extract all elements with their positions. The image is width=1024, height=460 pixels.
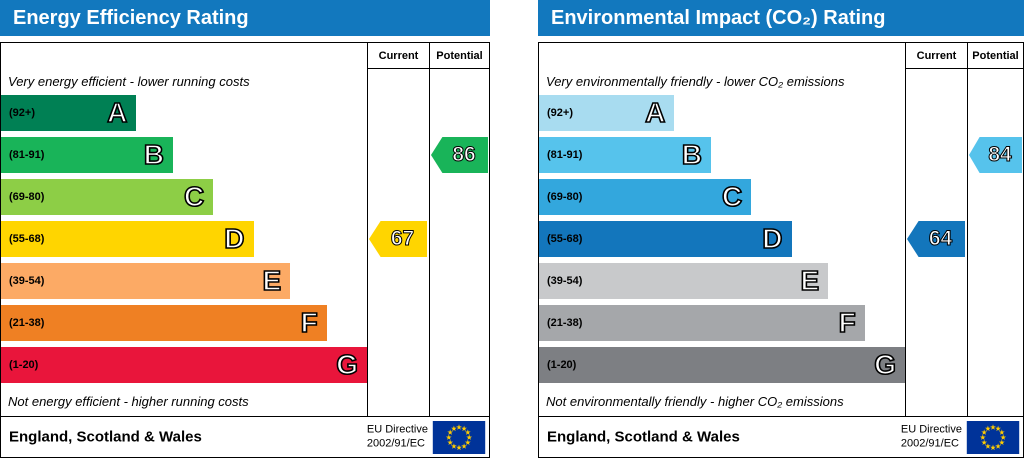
band-range-label: (39-54) xyxy=(547,275,583,287)
band-range-label: (92+) xyxy=(547,107,573,119)
band-letter: D xyxy=(223,223,245,254)
band-bar-d: (55-68) D xyxy=(1,221,254,257)
band-bar-g: (1-20) G xyxy=(1,347,367,383)
bottom-note: Not energy efficient - higher running co… xyxy=(8,394,249,409)
band-bar-g: (1-20) G xyxy=(539,347,905,383)
band-letter: G xyxy=(335,349,358,380)
energy-efficiency-rating-chart: Energy Efficiency Rating Current Potenti… xyxy=(0,0,490,460)
band-range-label: (69-80) xyxy=(9,191,45,203)
band-row-f: (21-38) F xyxy=(539,305,905,347)
current-rating-arrow: 64 xyxy=(907,221,965,257)
potential-column-header: Potential xyxy=(968,43,1023,69)
band-row-c: (69-80) C xyxy=(1,179,367,221)
chart-footer: England, Scotland & Wales EU Directive 20… xyxy=(1,416,489,457)
band-row-g: (1-20) G xyxy=(539,347,905,389)
band-bar-b: (81-91) B xyxy=(1,137,174,173)
band-letter: G xyxy=(873,349,896,380)
potential-rating-value: 84 xyxy=(988,143,1012,167)
eu-flag-icon xyxy=(966,421,1020,454)
band-letter: E xyxy=(800,265,820,296)
bottom-note: Not environmentally friendly - higher CO… xyxy=(546,394,844,409)
band-letter: C xyxy=(183,181,205,212)
potential-rating-value: 86 xyxy=(452,143,476,167)
eu-flag-icon xyxy=(432,421,486,454)
band-row-a: (92+) A xyxy=(539,95,905,137)
eu-directive-line: 2002/91/EC xyxy=(366,438,425,450)
eu-directive-label: EU Directive 2002/91/EC xyxy=(367,423,428,452)
band-letter: F xyxy=(838,307,857,338)
eu-directive-line: EU Directive xyxy=(366,423,428,436)
band-bar-f: (21-38) F xyxy=(539,305,865,341)
current-column-header: Current xyxy=(368,43,429,69)
band-range-label: (21-38) xyxy=(9,317,45,329)
current-rating-arrow: 67 xyxy=(369,221,427,257)
band-range-label: (55-68) xyxy=(547,233,583,245)
band-bar-e: (39-54) E xyxy=(1,263,291,299)
band-bar-c: (69-80) C xyxy=(539,179,752,215)
band-row-c: (69-80) C xyxy=(539,179,905,221)
band-range-label: (55-68) xyxy=(9,233,45,245)
band-letter: C xyxy=(721,181,743,212)
current-column-divider xyxy=(367,43,368,416)
band-range-label: (39-54) xyxy=(9,275,45,287)
band-row-a: (92+) A xyxy=(1,95,367,137)
region-label: England, Scotland & Wales xyxy=(9,428,202,446)
band-bar-c: (69-80) C xyxy=(1,179,214,215)
band-letter: A xyxy=(644,97,666,128)
energy-efficiency-graph: Current Potential Very energy efficient … xyxy=(0,42,490,458)
environmental-impact-title: Environmental Impact (CO₂) Rating xyxy=(538,0,1024,36)
current-rating-value: 67 xyxy=(390,227,415,251)
band-row-e: (39-54) E xyxy=(539,263,905,305)
band-row-b: (81-91) B xyxy=(539,137,905,179)
band-bar-d: (55-68) D xyxy=(539,221,792,257)
band-letter: B xyxy=(681,139,703,170)
top-note: Very energy efficient - lower running co… xyxy=(8,74,250,89)
potential-rating-arrow: 84 xyxy=(969,137,1022,173)
band-letter: F xyxy=(300,307,319,338)
band-range-label: (92+) xyxy=(9,107,35,119)
eu-directive-line: EU Directive xyxy=(900,423,962,436)
band-range-label: (21-38) xyxy=(547,317,583,329)
band-row-g: (1-20) G xyxy=(1,347,367,389)
band-range-label: (69-80) xyxy=(547,191,583,203)
band-row-d: (55-68) D xyxy=(539,221,905,263)
potential-rating-arrow: 86 xyxy=(431,137,488,173)
top-note: Very environmentally friendly - lower CO… xyxy=(546,74,845,89)
band-range-label: (1-20) xyxy=(9,359,39,371)
band-bar-f: (21-38) F xyxy=(1,305,327,341)
band-bar-a: (92+) A xyxy=(539,95,675,131)
rating-bands: (92+) A (81-91) B (69-80) C (55-68) D (39-54) E (2… xyxy=(539,95,905,389)
band-row-f: (21-38) F xyxy=(1,305,367,347)
band-row-e: (39-54) E xyxy=(1,263,367,305)
energy-efficiency-title: Energy Efficiency Rating xyxy=(0,0,490,36)
eu-directive-line: 2002/91/EC xyxy=(900,438,959,450)
band-letter: E xyxy=(262,265,282,296)
band-row-d: (55-68) D xyxy=(1,221,367,263)
band-bar-e: (39-54) E xyxy=(539,263,829,299)
current-rating-value: 64 xyxy=(928,227,953,251)
band-bar-b: (81-91) B xyxy=(539,137,712,173)
rating-bands: (92+) A (81-91) B (69-80) C (55-68) D (39-54) E (2… xyxy=(1,95,367,389)
region-label: England, Scotland & Wales xyxy=(547,428,740,446)
potential-column-header: Potential xyxy=(430,43,489,69)
band-range-label: (81-91) xyxy=(9,149,45,161)
environmental-impact-graph: Current Potential Very environmentally f… xyxy=(538,42,1024,458)
band-row-b: (81-91) B xyxy=(1,137,367,179)
potential-column-divider xyxy=(967,43,968,416)
band-bar-a: (92+) A xyxy=(1,95,137,131)
potential-column-divider xyxy=(429,43,430,416)
band-letter: D xyxy=(761,223,783,254)
eu-directive-label: EU Directive 2002/91/EC xyxy=(901,423,962,452)
band-range-label: (1-20) xyxy=(547,359,577,371)
band-letter: B xyxy=(143,139,165,170)
current-column-header: Current xyxy=(906,43,967,69)
band-range-label: (81-91) xyxy=(547,149,583,161)
band-letter: A xyxy=(106,97,128,128)
current-column-divider xyxy=(905,43,906,416)
chart-footer: England, Scotland & Wales EU Directive 20… xyxy=(539,416,1023,457)
environmental-impact-rating-chart: Environmental Impact (CO₂) Rating Curren… xyxy=(538,0,1024,460)
